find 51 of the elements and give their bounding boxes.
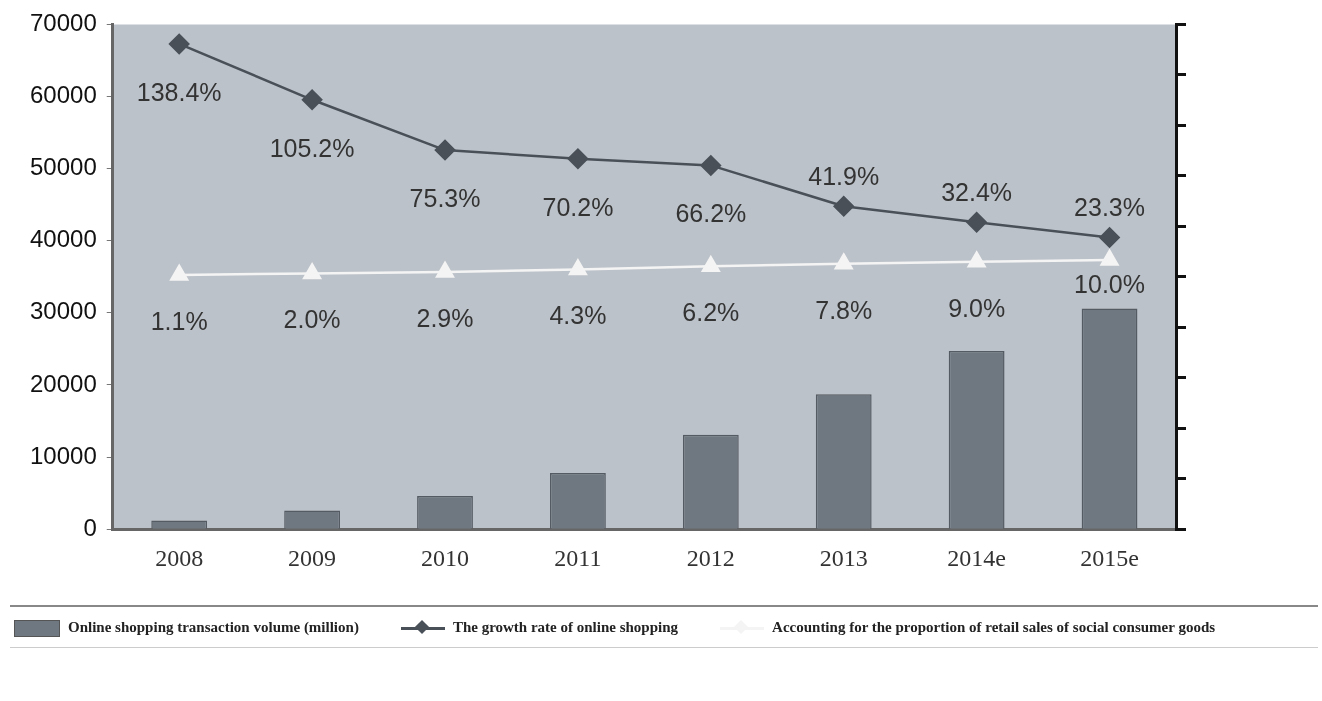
x-tick-label: 2015e	[1080, 544, 1139, 571]
point	[701, 256, 720, 273]
y-tick-label: 30000	[29, 297, 97, 325]
legend-label: The growth rate of online shopping	[451, 619, 679, 635]
data-label: 10.0%	[1074, 269, 1145, 298]
point	[1099, 227, 1120, 248]
data-label: 70.2%	[542, 192, 614, 221]
x-tick-label: 2012	[686, 544, 735, 571]
y-tick-label: 60000	[29, 81, 97, 109]
y-tick-label: 40000	[29, 225, 97, 253]
point	[303, 263, 322, 280]
point	[434, 139, 456, 161]
point	[170, 264, 189, 281]
data-label: 1.1%	[150, 306, 208, 335]
x-tick-label: 2011	[554, 544, 602, 571]
point	[833, 196, 854, 217]
data-label: 2.0%	[283, 305, 341, 334]
data-label: 32.4%	[941, 178, 1013, 207]
x-tick-label: 2013	[819, 544, 868, 571]
data-label: 66.2%	[675, 199, 747, 228]
y-tick-label: 50000	[29, 153, 97, 181]
data-label: 41.9%	[808, 162, 880, 191]
data-label: 138.4%	[136, 77, 222, 106]
x-tick-label: 2008	[155, 544, 204, 571]
y-tick-label: 10000	[29, 441, 97, 469]
point	[168, 33, 190, 55]
data-label: 105.2%	[269, 133, 355, 162]
legend-label: Online shopping transaction volume (million)	[67, 619, 359, 635]
data-label: 23.3%	[1074, 193, 1145, 222]
x-tick-label: 2014e	[947, 544, 1006, 571]
point	[966, 212, 987, 233]
point	[967, 251, 986, 268]
data-label: 75.3%	[409, 183, 481, 212]
point	[568, 259, 587, 276]
point	[301, 89, 323, 111]
point	[435, 261, 455, 278]
y-tick-label: 0	[83, 513, 97, 541]
data-label: 7.8%	[815, 295, 873, 324]
point	[700, 155, 722, 176]
point	[834, 253, 853, 270]
data-label: 6.2%	[682, 298, 740, 327]
data-label: 2.9%	[416, 303, 474, 332]
y-tick-label: 70000	[29, 9, 97, 37]
y-tick-label: 20000	[29, 369, 97, 397]
point	[1100, 249, 1119, 266]
data-label: 4.3%	[549, 301, 607, 330]
x-tick-label: 2010	[421, 544, 470, 571]
data-label: 9.0%	[948, 293, 1006, 322]
x-tick-label: 2009	[288, 544, 337, 571]
point	[567, 148, 589, 169]
legend-label: Accounting for the proportion of retail sales of social consumer goods	[771, 619, 1216, 635]
